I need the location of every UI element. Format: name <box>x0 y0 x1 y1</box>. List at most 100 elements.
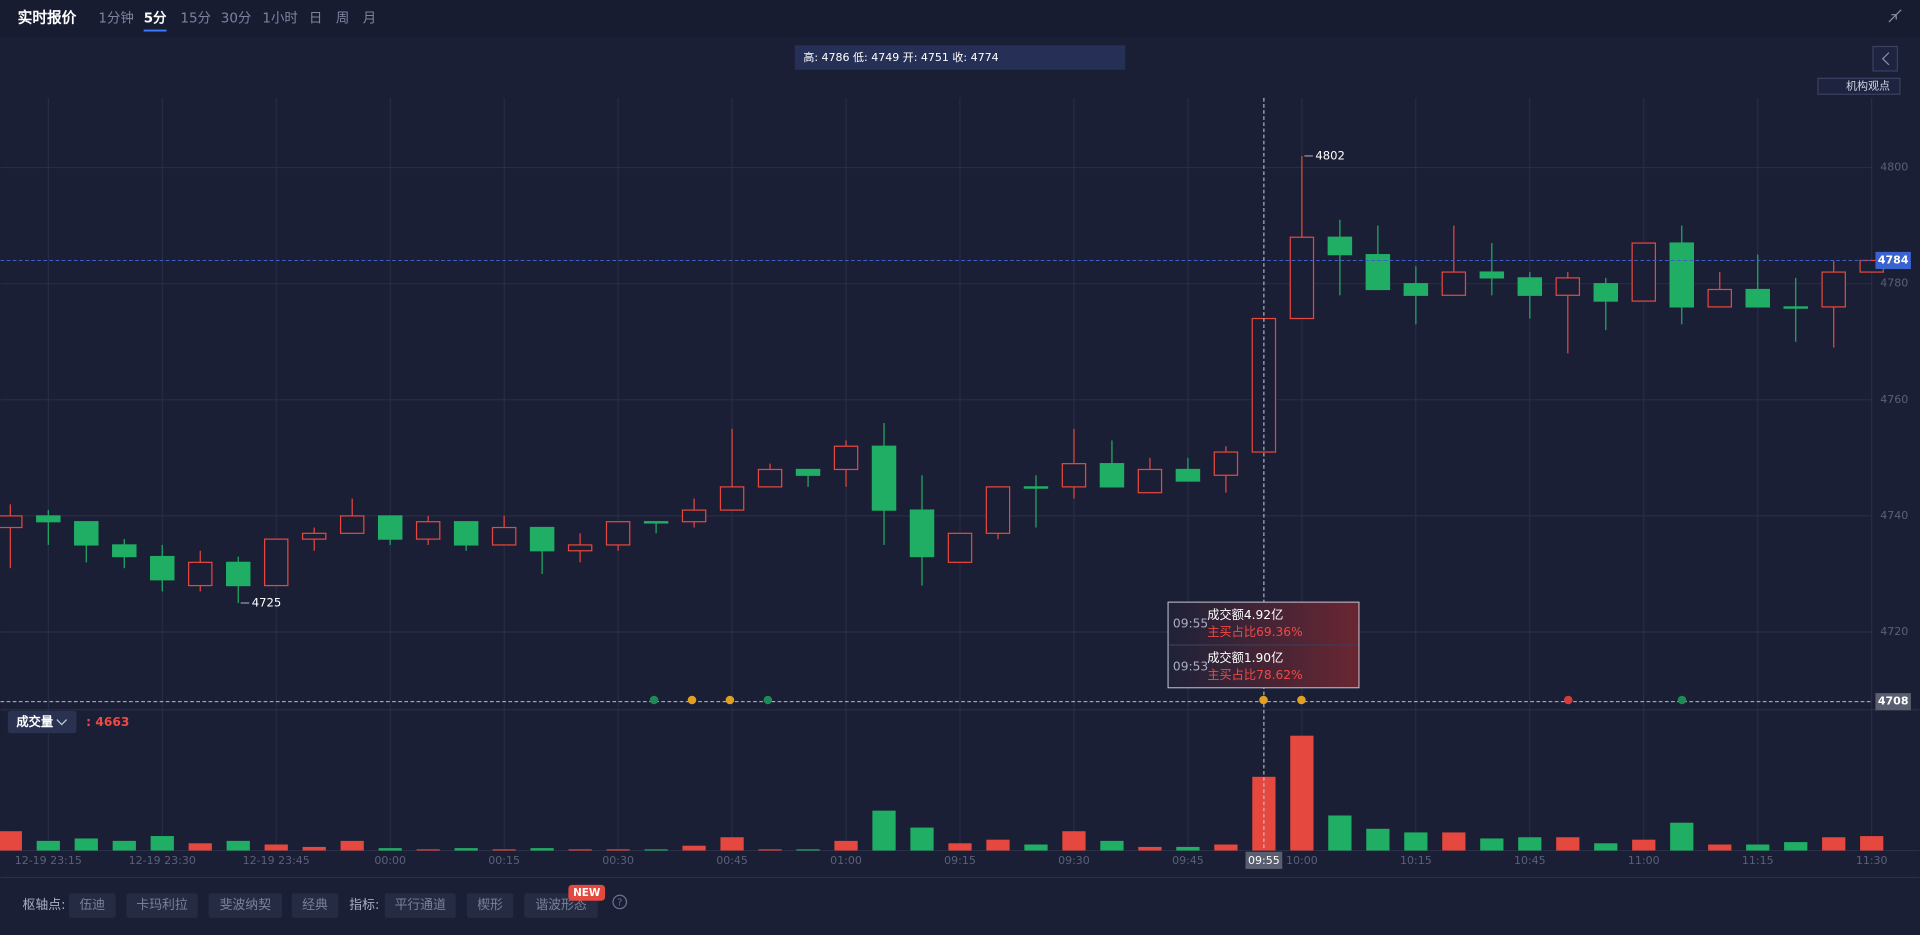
x-tick-label: 10:15 <box>1400 854 1432 867</box>
volume-bar <box>226 840 250 851</box>
volume-bar <box>1670 822 1694 851</box>
tool-button[interactable] <box>384 893 456 918</box>
tool-button-label: 平行通道 <box>395 898 447 913</box>
x-tick-label: 11:15 <box>1742 854 1774 867</box>
x-tick-label: 01:00 <box>830 854 862 867</box>
tool-button[interactable] <box>126 893 198 918</box>
interval-tab[interactable]: 月 <box>363 11 376 26</box>
tool-button[interactable] <box>208 893 283 918</box>
event-dot[interactable] <box>725 695 735 705</box>
volume-bar <box>1556 837 1580 851</box>
help-icon[interactable] <box>612 894 628 910</box>
event-dot[interactable] <box>763 695 773 705</box>
event-dot[interactable] <box>1677 695 1687 705</box>
x-tick-label: 09:15 <box>944 854 976 867</box>
volume-bar <box>948 843 972 851</box>
x-tick-label: 09:30 <box>1058 854 1090 867</box>
volume-bar <box>834 840 858 851</box>
y-tick-label: 4740 <box>1880 509 1908 522</box>
candle-body <box>1365 254 1391 291</box>
candle-body <box>1555 277 1581 296</box>
volume-bar <box>1366 828 1390 851</box>
volume-bar <box>1328 815 1352 851</box>
candle-body <box>1783 306 1808 309</box>
candle-body <box>377 515 403 540</box>
candle-body <box>339 515 365 534</box>
candle-body <box>263 538 289 587</box>
x-tick-label: 09:45 <box>1172 854 1204 867</box>
candle-body <box>1745 288 1770 308</box>
tool-button[interactable] <box>466 893 514 918</box>
candle-body <box>150 555 175 581</box>
y-tick-label: 4760 <box>1880 393 1908 406</box>
candle-body <box>757 468 783 488</box>
tool-button-label: 斐波纳契 <box>220 898 272 913</box>
candle-body <box>719 486 745 511</box>
volume-bar <box>606 849 630 851</box>
volume-bar <box>416 849 440 851</box>
event-dot[interactable] <box>1563 695 1573 705</box>
tool-button[interactable] <box>291 893 339 918</box>
min-label: 4725 <box>252 595 282 609</box>
candle-body <box>1707 288 1732 308</box>
event-dot[interactable] <box>1259 695 1268 705</box>
tooltip-ratio: 主买占比78.62% <box>1207 667 1302 682</box>
candle-body <box>795 468 821 476</box>
tooltip-ratio: 主买占比69.36% <box>1207 624 1302 639</box>
info-bar <box>794 45 1126 70</box>
candle-body <box>1821 271 1846 308</box>
candle-body <box>1441 271 1467 296</box>
volume-bar <box>1708 844 1732 851</box>
pivot-label: 枢轴点: <box>23 898 66 913</box>
candle-body <box>605 521 631 546</box>
interval-tab[interactable]: 日 <box>309 11 322 26</box>
interval-tab[interactable]: 15分 <box>180 10 211 26</box>
volume-bar <box>454 848 478 851</box>
candle-body <box>1631 242 1657 302</box>
event-dot[interactable] <box>687 695 697 705</box>
volume-bar <box>264 844 288 851</box>
candle-body <box>1593 283 1619 302</box>
volume-selector[interactable] <box>7 711 77 734</box>
interval-tab[interactable]: 1分钟 <box>98 9 133 26</box>
side-toggle[interactable] <box>1872 45 1899 72</box>
candle-body <box>567 544 593 552</box>
y-tick-label: 4800 <box>1880 161 1908 174</box>
candle-body <box>985 486 1011 534</box>
volume-bar <box>1518 837 1542 851</box>
x-tick-label: 00:45 <box>716 854 748 867</box>
candle-body <box>453 521 479 546</box>
interval-tab[interactable]: 周 <box>336 11 349 26</box>
volume-bar <box>1632 839 1656 851</box>
volume-bar <box>1594 843 1618 851</box>
candle-body <box>909 509 935 558</box>
opinion-button[interactable] <box>1817 77 1901 95</box>
interval-tab[interactable]: 1小时 <box>262 10 297 26</box>
event-dot[interactable] <box>649 695 659 705</box>
candle-body <box>1137 468 1163 494</box>
volume-bar <box>1252 776 1276 851</box>
indicator-label: 指标: <box>349 898 379 913</box>
volume-bar <box>796 849 820 851</box>
volume-bar <box>1746 844 1770 851</box>
candle-body <box>226 561 251 587</box>
candle-body <box>1099 463 1125 488</box>
x-tick-label: 00:30 <box>602 854 634 867</box>
candle-body <box>36 515 61 523</box>
chevron-icon <box>1881 52 1890 66</box>
interval-tab[interactable]: 30分 <box>221 10 252 26</box>
tool-button-label: 经典 <box>302 898 328 913</box>
volume-bar <box>910 827 934 851</box>
interval-tab[interactable]: 5分 <box>144 10 167 26</box>
event-markers <box>649 695 1687 705</box>
volume-bar <box>644 849 668 851</box>
tool-button[interactable] <box>69 893 116 918</box>
tool-button-label: 伍迪 <box>79 898 105 913</box>
collapse-icon[interactable] <box>1888 9 1902 23</box>
candle-body <box>1327 236 1353 256</box>
event-dot[interactable] <box>1297 695 1306 705</box>
tool-button-label: 卡玛利拉 <box>136 898 188 913</box>
